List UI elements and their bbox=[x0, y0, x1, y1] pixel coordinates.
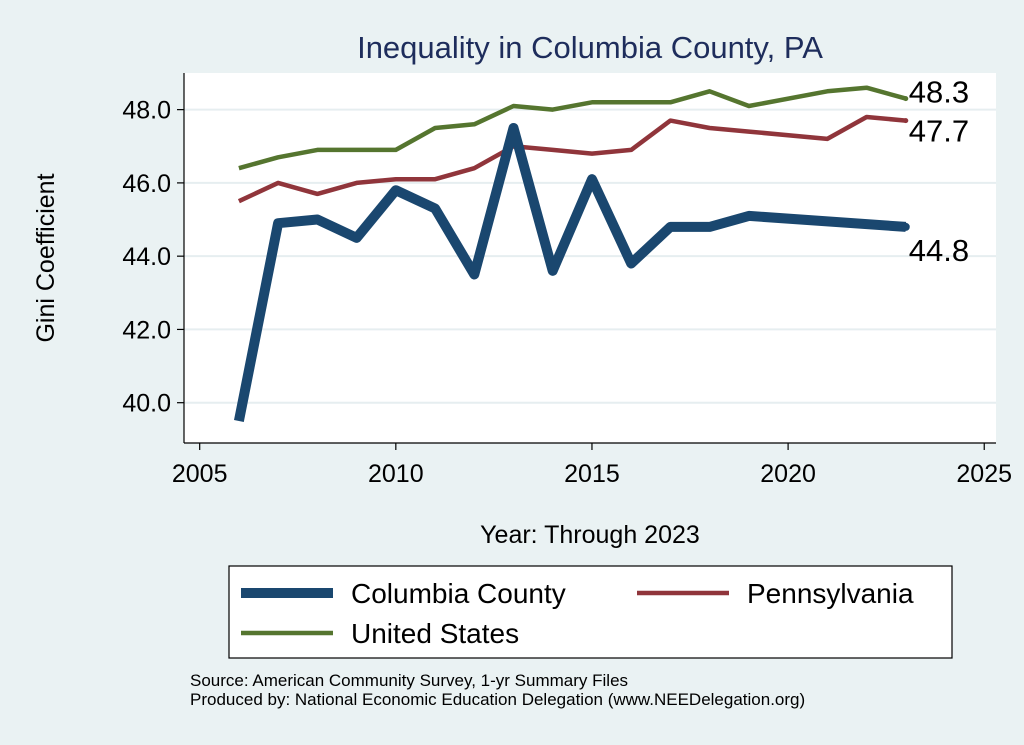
chart-title: Inequality in Columbia County, PA bbox=[357, 30, 823, 65]
y-tick-label: 48.0 bbox=[122, 97, 171, 125]
end-label-columbia-county: 44.8 bbox=[909, 233, 969, 268]
source-note: Source: American Community Survey, 1-yr … bbox=[190, 671, 629, 690]
y-axis-ticks: 40.0 42.0 44.0 46.0 48.0 bbox=[122, 97, 184, 418]
legend-box bbox=[228, 565, 953, 659]
x-tick-label: 2010 bbox=[368, 460, 424, 488]
x-axis-label: Year: Through 2023 bbox=[480, 521, 700, 549]
y-tick-label: 46.0 bbox=[122, 170, 171, 198]
legend-label-pennsylvania: Pennsylvania bbox=[747, 578, 914, 609]
end-point-pennsylvania bbox=[903, 118, 909, 124]
x-tick-label: 2015 bbox=[564, 460, 620, 488]
end-label-pennsylvania: 47.7 bbox=[909, 114, 969, 149]
producer-note: Produced by: National Economic Education… bbox=[190, 690, 806, 709]
y-tick-label: 40.0 bbox=[122, 390, 171, 418]
y-tick-label: 42.0 bbox=[122, 316, 171, 344]
legend-items: Columbia County Pennsylvania United States bbox=[241, 578, 914, 649]
y-tick-label: 44.0 bbox=[122, 243, 171, 271]
x-tick-label: 2025 bbox=[956, 460, 1012, 488]
legend-label-columbia-county: Columbia County bbox=[351, 578, 566, 609]
footer: Source: American Community Survey, 1-yr … bbox=[190, 671, 805, 709]
plot-area bbox=[184, 73, 996, 443]
series-line-pennsylvania bbox=[237, 114, 907, 204]
x-axis-ticks: 2005 2010 2015 2020 2025 bbox=[172, 443, 1012, 488]
end-label-united-states: 48.3 bbox=[909, 75, 969, 110]
legend: Columbia County Pennsylvania United States bbox=[228, 565, 953, 659]
grid-lines bbox=[184, 108, 996, 404]
end-point-columbia-county bbox=[901, 222, 910, 231]
series-lines bbox=[233, 85, 910, 422]
series-line-united-states bbox=[238, 85, 907, 171]
x-tick-label: 2020 bbox=[760, 460, 816, 488]
legend-label-united-states: United States bbox=[351, 618, 519, 649]
series-line-columbia-county bbox=[233, 123, 907, 422]
x-tick-label: 2005 bbox=[172, 460, 228, 488]
end-point-united-states bbox=[903, 96, 909, 102]
end-labels: 47.7 48.3 44.8 bbox=[909, 75, 969, 268]
y-axis-label: Gini Coefficient bbox=[32, 173, 60, 342]
